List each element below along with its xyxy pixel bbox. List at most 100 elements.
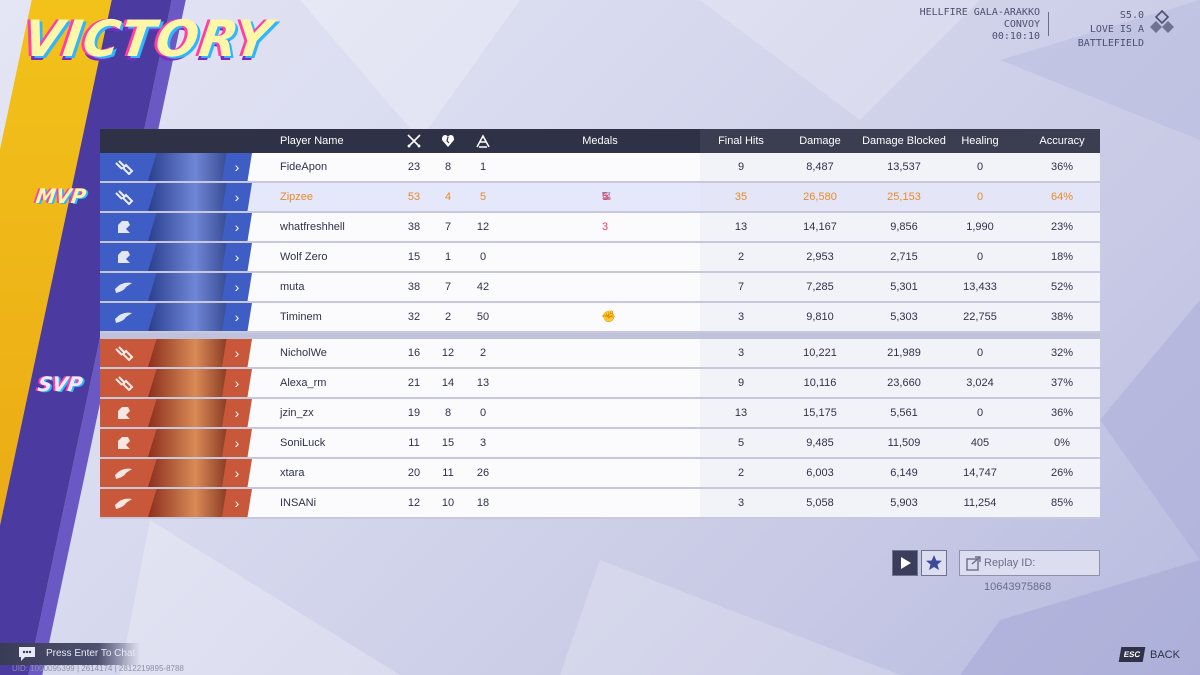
healing-value: 0 [976, 407, 984, 419]
esc-key-icon: ESC [1118, 647, 1146, 662]
role-band [100, 213, 158, 241]
assists-value: 2 [479, 347, 487, 359]
damage-value: 10,116 [803, 377, 837, 389]
table-row[interactable]: › NicholWe 16 12 2 3 10,221 21,989 0 32% [100, 339, 1100, 369]
player-name: NicholWe [280, 347, 327, 359]
deaths-value: 10 [441, 497, 455, 509]
healing-value: 22,755 [963, 311, 997, 323]
favorite-button[interactable] [921, 550, 947, 576]
accuracy-value: 26% [1050, 467, 1074, 479]
damage-blocked-value: 6,149 [890, 467, 918, 479]
table-row[interactable]: › SoniLuck 11 15 3 5 9,485 11,509 405 0% [100, 429, 1100, 459]
accuracy-value: 23% [1050, 221, 1074, 233]
table-row[interactable]: › INSANi 12 10 18 3 5,058 5,903 11,254 85% [100, 489, 1100, 519]
table-row[interactable]: › Alexa_rm 21 14 13 9 10,116 23,660 3,024 37% [100, 369, 1100, 399]
replay-id-button[interactable]: Replay ID: 10643975868 [959, 550, 1100, 593]
table-row[interactable]: › Timinem 32 2 50 ✚ ✊ 3 9,810 5,303 22,755 38% [100, 303, 1100, 333]
assists-value: 18 [476, 497, 490, 509]
stat-shade [700, 399, 1100, 427]
role-band [100, 459, 158, 487]
final-hits-value: 35 [734, 191, 748, 203]
final-hits-value: 13 [734, 221, 748, 233]
table-row[interactable]: › xtara 20 11 26 2 6,003 6,149 14,747 26% [100, 459, 1100, 489]
kills-value: 32 [407, 311, 421, 323]
hero-portrait[interactable]: › [100, 213, 252, 241]
role-band [100, 429, 158, 457]
healing-value: 14,747 [963, 467, 997, 479]
hero-portrait[interactable]: › [100, 303, 252, 331]
damage-value: 2,953 [806, 251, 834, 263]
player-name: Timinem [280, 311, 322, 323]
chevron-right-icon: › [222, 153, 252, 181]
deaths-icon [438, 129, 458, 157]
damage-value: 6,003 [806, 467, 834, 479]
hero-art [148, 489, 234, 517]
kills-icon [404, 129, 424, 157]
table-row[interactable]: › Wolf Zero 15 1 0 2 2,953 2,715 0 18% [100, 243, 1100, 273]
deaths-value: 4 [444, 191, 452, 203]
table-row[interactable]: › Zipzee 53 4 5 ⚔ ♨ ⛉ 5 35 26,580 25,153 0 64% [100, 183, 1100, 213]
hero-portrait[interactable]: › [100, 429, 252, 457]
deaths-value: 15 [441, 437, 455, 449]
player-name: whatfreshhell [280, 221, 345, 233]
player-name: Zipzee [280, 191, 314, 203]
hero-portrait[interactable]: › [100, 399, 252, 427]
kills-value: 38 [407, 221, 421, 233]
final-hits-value: 3 [737, 497, 745, 509]
assists-value: 1 [479, 161, 487, 173]
table-row[interactable]: › FideApon 23 8 1 9 8,487 13,537 0 36% [100, 153, 1100, 183]
damage-blocked-value: 9,856 [890, 221, 918, 233]
hero-art [148, 399, 234, 427]
player-name: SoniLuck [280, 437, 326, 449]
player-name: FideApon [280, 161, 328, 173]
play-icon [901, 557, 911, 569]
deaths-value: 2 [444, 311, 452, 323]
stat-shade [700, 213, 1100, 241]
hero-portrait[interactable]: › [100, 273, 252, 301]
table-row[interactable]: › whatfreshhell 38 7 12 3 13 14,167 9,856 1,990 23… [100, 213, 1100, 243]
final-hits-value: 9 [737, 161, 745, 173]
hero-portrait[interactable]: › [100, 243, 252, 271]
role-band [100, 273, 158, 301]
vanguard-role-icon [115, 346, 134, 361]
hero-portrait[interactable]: › [100, 459, 252, 487]
hero-art [148, 429, 234, 457]
fire-medal-icon: ♨ [602, 191, 612, 203]
strategist-role-icon [115, 312, 132, 323]
stat-shade [700, 489, 1100, 517]
healing-value: 11,254 [963, 497, 997, 509]
five-streak-medal-icon: 5 [602, 191, 609, 203]
hero-art [148, 243, 234, 271]
accuracy-value: 18% [1050, 251, 1074, 263]
hero-art [148, 183, 234, 211]
table-row[interactable]: › muta 38 7 42 7 7,285 5,301 13,433 52% [100, 273, 1100, 303]
damage-value: 7,285 [806, 281, 834, 293]
header-damage-blocked: Damage Blocked [862, 135, 946, 147]
strategist-role-icon [115, 468, 132, 479]
player-name: Wolf Zero [280, 251, 328, 263]
hero-portrait[interactable]: › [100, 489, 252, 517]
accuracy-value: 0% [1054, 437, 1070, 449]
final-hits-value: 13 [734, 407, 748, 419]
play-replay-button[interactable] [892, 550, 918, 576]
hero-art [148, 303, 234, 331]
hero-portrait[interactable]: › [100, 339, 252, 367]
hero-portrait[interactable]: › [100, 369, 252, 397]
deaths-value: 7 [444, 221, 452, 233]
role-band [100, 489, 158, 517]
chevron-right-icon: › [222, 303, 252, 331]
victory-banner: VICTORY [19, 10, 276, 68]
back-button[interactable]: BACK [1150, 649, 1180, 661]
hero-portrait[interactable]: › [100, 153, 252, 181]
kills-value: 15 [407, 251, 421, 263]
table-row[interactable]: › jzin_zx 19 8 0 13 15,175 5,561 0 36% [100, 399, 1100, 429]
chat-prompt[interactable]: Press Enter To Chat [0, 643, 140, 665]
role-band [100, 303, 158, 331]
assists-value: 0 [479, 251, 487, 263]
deaths-value: 8 [444, 407, 452, 419]
damage-blocked-value: 5,903 [890, 497, 918, 509]
season-info: S5.0 LOVE IS A BATTLEFIELD [1057, 9, 1144, 51]
hero-portrait[interactable]: › [100, 183, 252, 211]
assists-value: 3 [479, 437, 487, 449]
accuracy-value: 85% [1050, 497, 1074, 509]
